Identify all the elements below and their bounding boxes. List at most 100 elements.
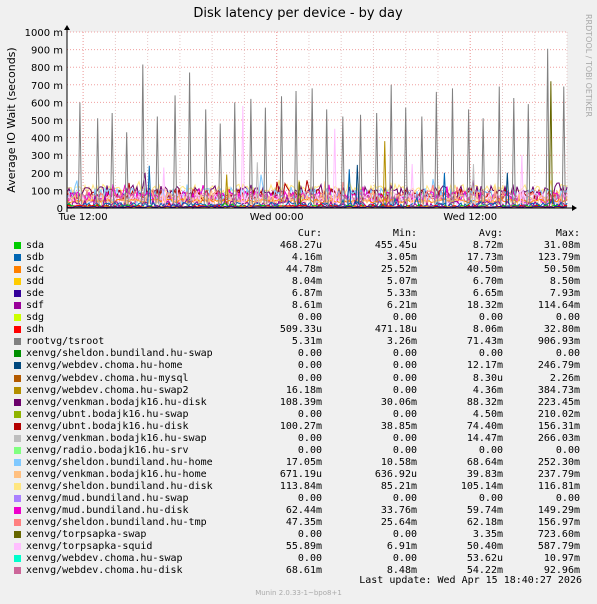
legend-cur-value: 100.27m	[279, 420, 322, 432]
legend-cur-value: 68.61m	[285, 565, 322, 577]
legend-swatch	[14, 555, 21, 563]
legend-max-value: 10.97m	[543, 553, 580, 565]
x-tick-label: Wed 12:00	[443, 212, 497, 223]
series-spike	[187, 72, 192, 205]
series-spike	[147, 165, 152, 205]
legend-min-value: 33.76m	[380, 505, 417, 517]
legend-max-value: 237.79m	[537, 468, 580, 480]
series-spike	[519, 155, 524, 205]
legend-cur-value: 0.00	[297, 348, 322, 360]
legend-max-value: 92.96m	[543, 565, 580, 577]
legend-avg-value: 74.40m	[466, 420, 503, 432]
legend-avg-value: 68.64m	[466, 456, 503, 468]
legend-row: rootvg/tsroot 5.31m 3.26m 71.43m 906.93m	[12, 336, 592, 348]
legend-cur-value: 0.00	[297, 432, 322, 444]
series-spike	[240, 105, 245, 205]
legend-swatch	[14, 434, 21, 442]
legend-swatch	[14, 531, 21, 539]
legend-max-value: 587.79m	[537, 541, 580, 553]
legend-cur-value: 44.78m	[285, 264, 322, 276]
legend-avg-value: 4.36m	[472, 384, 503, 396]
legend-row: xenvg/webdev.choma.hu-swap 0.00 0.00 53.62u…	[12, 553, 592, 565]
legend-min-value: 0.00	[392, 372, 417, 384]
axes	[64, 25, 577, 212]
legend-swatch	[14, 410, 21, 418]
y-tick-label: 600 m	[31, 98, 63, 109]
legend-row: xenvg/mud.bundiland.hu-swap 0.00 0.00 0.00 0…	[12, 493, 592, 505]
legend-min-value: 471.18u	[374, 324, 417, 336]
legend-max-value: 723.60m	[537, 529, 580, 541]
legend-min-value: 0.00	[392, 553, 417, 565]
legend-cur-value: 468.27u	[279, 240, 322, 251]
legend-avg-value: 53.62u	[466, 553, 503, 565]
legend-swatch	[14, 278, 21, 286]
legend-swatch	[14, 326, 21, 334]
legend: Cur: Min: Avg: Max: sda 468.27u 455.45u 8.7…	[12, 228, 592, 577]
series-spike	[410, 163, 415, 205]
legend-cur-value: 0.00	[297, 408, 322, 420]
legend-max-value: 0.00	[555, 444, 580, 456]
legend-min-value: 85.21m	[380, 480, 417, 492]
series-spike	[561, 86, 566, 205]
series-spike	[466, 109, 471, 205]
series-spike	[419, 116, 424, 205]
legend-min-value: 0.00	[392, 529, 417, 541]
series-spike	[140, 64, 145, 205]
legend-min-value: 8.48m	[386, 565, 417, 577]
legend-min-value: 0.00	[392, 444, 417, 456]
legend-max-value: 384.73m	[537, 384, 580, 396]
legend-cur-value: 0.00	[297, 444, 322, 456]
legend-device-name: xenvg/radio.bodajk16.hu-srv	[26, 444, 189, 456]
legend-avg-value: 50.40m	[466, 541, 503, 553]
legend-min-value: 3.05m	[386, 252, 417, 264]
legend-avg-value: 105.14m	[460, 480, 503, 492]
legend-swatch	[14, 350, 21, 358]
series-spike	[505, 172, 510, 205]
legend-device-name: sda	[26, 240, 45, 251]
series-spike	[203, 109, 208, 205]
legend-min-value: 455.45u	[374, 240, 417, 251]
legend-header-min: Min:	[392, 228, 417, 239]
munin-footer: Munin 2.0.33-1~bpo8+1	[255, 589, 342, 597]
y-tick-label: 700 m	[31, 81, 63, 92]
legend-row: xenvg/webdev.choma.hu-swap2 16.18m 0.00 4.3…	[12, 385, 592, 397]
legend-cur-value: 0.00	[297, 492, 322, 504]
legend-device-name: sdb	[26, 252, 45, 264]
legend-cur-value: 47.35m	[285, 517, 322, 529]
y-tick-labels: 0 100 m 200 m 300 m 400 m 500 m 600 m 700 m 800 …	[25, 28, 63, 215]
legend-avg-value: 8.72m	[472, 240, 503, 251]
legend-cur-value: 5.31m	[291, 336, 322, 348]
legend-device-name: xenvg/webdev.choma.hu-mysql	[26, 372, 189, 384]
series-spike	[218, 123, 223, 205]
series-spike	[77, 102, 82, 205]
legend-swatch	[14, 362, 21, 370]
noise-series	[66, 172, 568, 210]
legend-swatch	[14, 302, 21, 310]
legend-row: xenvg/venkman.bodajk16.hu-disk 108.39m 30.…	[12, 397, 592, 409]
series-spike	[232, 102, 237, 205]
legend-avg-value: 0.00	[478, 348, 503, 360]
legend-device-name: xenvg/ubnt.bodajk16.hu-swap	[26, 408, 189, 420]
series-spike	[434, 91, 439, 205]
legend-swatch	[14, 290, 21, 298]
legend-swatch	[14, 446, 21, 454]
legend-min-value: 0.00	[392, 492, 417, 504]
legend-min-value: 0.00	[392, 432, 417, 444]
legend-cur-value: 17.05m	[285, 456, 322, 468]
legend-device-name: sde	[26, 288, 45, 300]
legend-row: xenvg/venkman.bodajk16.hu-swap 0.00 0.00 14…	[12, 433, 592, 445]
legend-max-value: 266.03m	[537, 432, 580, 444]
legend-avg-value: 17.73m	[466, 252, 503, 264]
rrdtool-credit: RRDTOOL / TOBI OETIKER	[584, 14, 593, 117]
legend-avg-value: 59.74m	[466, 505, 503, 517]
legend-swatch	[14, 567, 21, 575]
y-tick-label: 0	[57, 204, 63, 215]
legend-row: xenvg/webdev.choma.hu-disk 68.61m 8.48m 54.…	[12, 565, 592, 577]
legend-cur-value: 0.00	[297, 372, 322, 384]
legend-cur-value: 0.00	[297, 360, 322, 372]
series-spike	[310, 88, 315, 205]
y-tick-label: 300 m	[31, 151, 63, 162]
series-spike	[332, 128, 337, 205]
legend-swatch	[14, 242, 21, 249]
legend-row: sde 6.87m 5.33m 6.65m 7.93m	[12, 288, 592, 300]
